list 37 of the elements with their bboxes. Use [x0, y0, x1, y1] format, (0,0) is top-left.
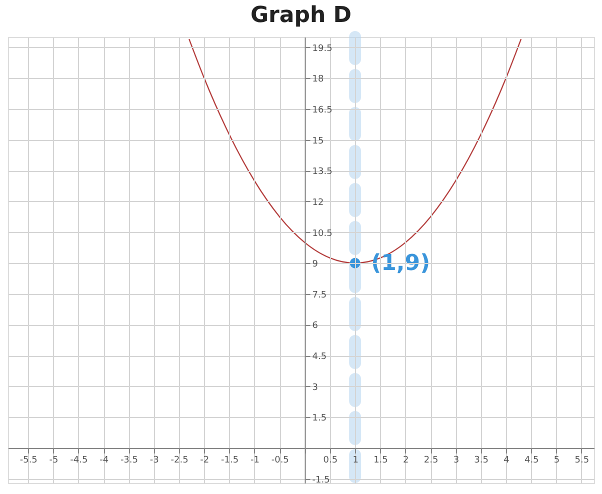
x-tick-label: 4.5 [524, 456, 539, 466]
chart-title: Graph D [250, 3, 352, 28]
y-tick-label: 4.5 [312, 352, 327, 362]
x-tick-label: 1.5 [374, 456, 388, 466]
y-tick-label: -1.5 [312, 475, 330, 486]
x-tick-label: 1 [352, 456, 358, 466]
y-tick-label: 3 [312, 382, 318, 393]
x-tick-label: -3.5 [120, 456, 138, 466]
y-tick-label: 13.5 [312, 167, 332, 178]
y-tick-label: 1.5 [312, 414, 327, 424]
x-tick-label: 4 [504, 456, 510, 466]
y-tick-label: 7.5 [312, 290, 327, 300]
x-tick-label: -5.5 [20, 456, 38, 466]
x-tick-label: -0.5 [271, 456, 289, 466]
y-tick-label: 19.5 [312, 44, 332, 54]
y-tick-label: 16.5 [312, 105, 332, 116]
x-tick-label: 0.5 [323, 456, 338, 466]
y-tick-label: 9 [312, 260, 318, 270]
x-tick-label: 5.5 [574, 456, 590, 466]
y-tick-label: 15 [312, 136, 324, 146]
x-tick-label: -2 [200, 456, 210, 466]
x-tick-label: -5 [49, 456, 58, 466]
y-tick-label: 12 [312, 198, 324, 208]
x-tick-label: -2.5 [170, 456, 188, 466]
x-tick-label: 3.5 [474, 456, 488, 466]
x-tick-label: 2.5 [424, 456, 438, 466]
x-tick-label: 2 [403, 456, 409, 466]
y-tick-label: 6 [312, 321, 318, 332]
x-tick-label: 5 [554, 456, 560, 466]
x-tick-label: -4 [100, 456, 109, 466]
x-tick-label: 3 [453, 456, 460, 466]
x-tick-label: -4.5 [70, 456, 88, 466]
y-tick-label: 10.5 [312, 228, 332, 239]
x-tick-label: -3 [150, 456, 159, 466]
y-tick-label: 18 [312, 74, 324, 85]
x-tick-label: -1 [250, 456, 260, 466]
x-tick-label: -1.5 [221, 456, 239, 466]
